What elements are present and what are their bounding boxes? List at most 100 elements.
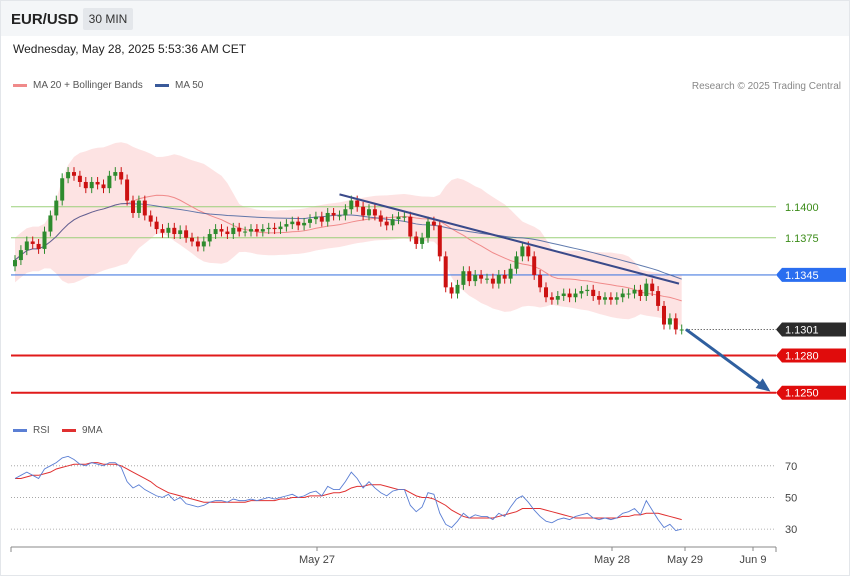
legend-rsi: RSI: [13, 425, 50, 436]
candle-body: [620, 293, 625, 298]
level-label-1-1280: 1.1280: [785, 351, 819, 363]
candle-body: [219, 229, 224, 232]
candle-body: [83, 181, 88, 189]
candle-body: [337, 215, 342, 217]
candle-body: [679, 329, 684, 331]
candle-body: [77, 175, 82, 182]
candle-body: [549, 297, 554, 300]
candles: [13, 167, 684, 335]
ma50-line: [14, 203, 682, 280]
ma20-label: MA 20 + Bollinger Bands: [33, 80, 143, 91]
candle-body: [561, 293, 566, 297]
candle-body: [278, 226, 283, 230]
candle-body: [390, 219, 395, 226]
candle-body: [632, 289, 637, 294]
candle-body: [437, 225, 442, 257]
rsi-9ma-line: [15, 462, 682, 521]
candle-body: [319, 216, 324, 222]
rsi-swatch: [13, 429, 27, 432]
candle-body: [113, 172, 118, 176]
timestamp: Wednesday, May 28, 2025 5:53:36 AM CET: [13, 42, 247, 56]
level-label-1-1375: 1.1375: [785, 233, 819, 245]
candle-body: [107, 175, 112, 189]
candle-body: [36, 243, 41, 249]
rsi-tick-70: 70: [785, 461, 797, 473]
candle-body: [408, 216, 413, 237]
trend-line: [339, 193, 680, 285]
projection-arrow: [685, 328, 769, 391]
x-tick-label: May 28: [594, 554, 630, 566]
candle-body: [89, 181, 94, 189]
legend-ma50: MA 50: [155, 80, 203, 91]
candle-body: [207, 234, 212, 242]
candle-body: [166, 227, 171, 233]
candle-body: [638, 289, 643, 297]
candle-body: [573, 293, 578, 298]
candle-body: [290, 221, 295, 225]
candle-body: [644, 283, 649, 297]
candle-body: [284, 224, 289, 227]
candle-body: [414, 236, 419, 244]
candle-body: [101, 184, 106, 189]
candle-body: [496, 274, 501, 284]
candle-body: [591, 289, 596, 297]
candle-body: [662, 305, 666, 325]
candle-body: [372, 209, 377, 216]
candle-body: [190, 237, 194, 242]
candle-body: [349, 200, 354, 210]
candle-body: [502, 274, 507, 279]
candle-body: [656, 291, 661, 306]
candle-body: [449, 287, 454, 294]
candle-body: [54, 200, 59, 216]
candle-body: [231, 227, 236, 235]
candle-body: [579, 291, 584, 294]
candle-body: [479, 274, 484, 279]
candle-body: [514, 256, 519, 269]
candle-body: [313, 216, 318, 220]
level-tag-1-1301: [776, 322, 846, 337]
candle-body: [378, 215, 383, 222]
candle-body: [485, 278, 489, 280]
candle-body: [526, 246, 531, 257]
level-tag-1-1345: [776, 267, 846, 282]
candle-body: [343, 209, 348, 216]
candle-body: [673, 318, 678, 330]
ma50-swatch: [155, 84, 169, 87]
candle-body: [367, 209, 371, 216]
legend-9ma: 9MA: [62, 425, 103, 436]
rsi-line: [14, 455, 682, 532]
candle-body: [148, 215, 153, 222]
candle-body: [142, 200, 147, 216]
level-label-1-1345: 1.1345: [785, 270, 819, 282]
candle-body: [42, 231, 47, 249]
candle-body: [532, 256, 537, 275]
candle-body: [254, 229, 259, 232]
candle-body: [614, 297, 619, 300]
candle-body: [455, 284, 460, 294]
legend-ma20: MA 20 + Bollinger Bands: [13, 80, 143, 91]
candle-body: [195, 241, 200, 247]
candle-body: [626, 293, 631, 295]
x-tick-label: May 29: [667, 554, 703, 566]
candle-body: [608, 297, 613, 300]
bollinger-bands: [15, 142, 682, 328]
candle-body: [520, 246, 525, 257]
candle-body: [13, 260, 17, 267]
candle-body: [237, 227, 242, 232]
candle-body: [60, 178, 65, 201]
projection-arrowhead: [755, 378, 771, 392]
candle-body: [243, 231, 248, 233]
candle-body: [30, 241, 35, 244]
candle-body: [431, 221, 436, 226]
candle-body: [160, 229, 165, 233]
level-tag-1-1250: [776, 385, 846, 400]
candle-body: [154, 221, 159, 230]
candle-body: [567, 293, 572, 298]
level-label-1-1250: 1.1250: [785, 388, 819, 400]
candle-body: [508, 268, 513, 279]
candle-body: [266, 227, 271, 230]
candle-body: [461, 271, 466, 285]
timeframe-button[interactable]: 30 MIN: [83, 8, 133, 30]
candle-body: [361, 206, 366, 216]
